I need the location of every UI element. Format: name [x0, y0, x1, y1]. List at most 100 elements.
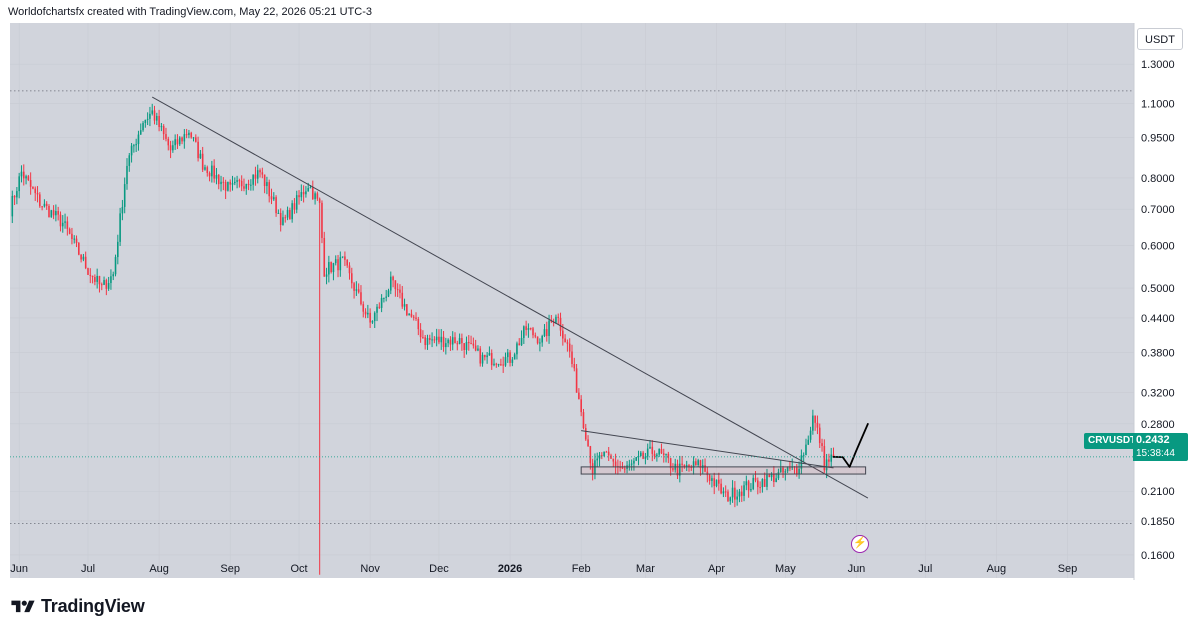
candle-body [816, 422, 819, 428]
candle-body [165, 134, 167, 139]
candle-body [408, 313, 410, 316]
candle-body [431, 339, 433, 341]
candle-body [754, 477, 757, 481]
candle-body [800, 455, 803, 469]
candle-body [637, 456, 640, 458]
candle-body [527, 328, 530, 330]
bar-countdown: 15:38:44 [1136, 448, 1175, 459]
candle-body [768, 474, 771, 478]
candle-body [463, 343, 465, 350]
candle-body [100, 284, 103, 286]
time-tick-label: Jul [81, 563, 95, 575]
candle-body [779, 467, 782, 473]
candle-body [809, 430, 812, 440]
candle-body [337, 259, 339, 271]
candle-body [121, 206, 124, 214]
candle-body [500, 364, 502, 366]
price-axis: 1.3000 1.1000 0.9500 0.8000 0.7000 0.6000 0.50… [1133, 23, 1175, 580]
candle-body [261, 172, 264, 175]
candle-body [36, 193, 39, 195]
candle-body [506, 352, 509, 358]
candle-body [467, 341, 470, 344]
plot-area[interactable] [10, 23, 1134, 578]
candle-body [672, 468, 674, 470]
candle-body [688, 464, 690, 467]
time-tick-label: Feb [572, 563, 591, 575]
candle-body [68, 228, 71, 234]
candle-body [238, 180, 241, 182]
candle-body [383, 297, 385, 299]
candle-body [697, 460, 699, 466]
candle-body [426, 338, 429, 346]
candle-body [722, 491, 725, 494]
candle-body [73, 238, 76, 240]
candle-body [743, 485, 745, 496]
candle-body [818, 427, 821, 444]
candle-body [344, 256, 346, 260]
candle-body [830, 454, 833, 462]
candle-body [412, 316, 415, 318]
triangle-top-trendline [581, 430, 834, 469]
candle-body [197, 141, 199, 159]
currency-selector[interactable]: USDT [1137, 28, 1183, 50]
candle-body [789, 467, 791, 469]
candle-body [112, 274, 115, 277]
lightning-icon[interactable]: ⚡ [851, 535, 869, 553]
candle-body [66, 221, 69, 229]
candle-body [348, 265, 351, 274]
candle-body [286, 210, 289, 218]
candle-body [188, 132, 190, 135]
time-axis: Jun Jul Aug Sep Oct Nov Dec 2026 Feb Mar Apr May Jun… [10, 563, 1077, 575]
candle-body [27, 176, 30, 181]
candle-body [596, 458, 599, 461]
candle-body [474, 345, 477, 351]
time-tick-label: Nov [360, 563, 380, 575]
candle-body [630, 463, 633, 465]
candle-body [676, 463, 679, 476]
candle-body [607, 451, 610, 456]
candle-body [564, 338, 566, 343]
symbol-label: CRVUSDT [1084, 433, 1141, 449]
candle-body [591, 463, 594, 474]
projection-path [832, 422, 869, 468]
candle-body [183, 134, 186, 142]
candle-body [472, 343, 475, 346]
candle-body [29, 180, 32, 187]
candle-body [669, 458, 672, 469]
price-tick-label: 1.1000 [1141, 98, 1175, 110]
candle-body [45, 203, 48, 206]
candle-body [438, 336, 440, 343]
candle-body [162, 126, 165, 135]
candle-body [172, 145, 174, 151]
candle-body [364, 311, 367, 315]
candle-body [43, 203, 46, 207]
candle-body [268, 182, 271, 197]
candle-body [562, 330, 564, 339]
candle-body [256, 170, 259, 179]
candle-body [773, 474, 775, 483]
candle-body [50, 210, 53, 218]
candle-body [328, 262, 330, 275]
candle-body [139, 130, 142, 135]
candle-body [224, 182, 227, 191]
time-tick-label: Jun [848, 563, 866, 575]
candle-body [435, 336, 438, 341]
footer-brand[interactable]: TradingView [10, 596, 145, 617]
candle-body [543, 329, 546, 337]
candle-body [52, 210, 55, 216]
candle-body [355, 289, 358, 291]
time-tick-label: Aug [987, 563, 1007, 575]
candle-body [160, 126, 163, 128]
candle-body [534, 335, 537, 337]
candle-body [832, 454, 835, 457]
candle-body [784, 471, 787, 473]
candle-body [190, 132, 193, 138]
candle-body [20, 171, 23, 177]
candle-body [486, 355, 488, 358]
time-tick-label: Sep [220, 563, 240, 575]
candle-body [642, 452, 644, 459]
price-tick-label: 0.3200 [1141, 388, 1175, 400]
candle-body [217, 174, 220, 185]
candle-body [380, 298, 383, 308]
